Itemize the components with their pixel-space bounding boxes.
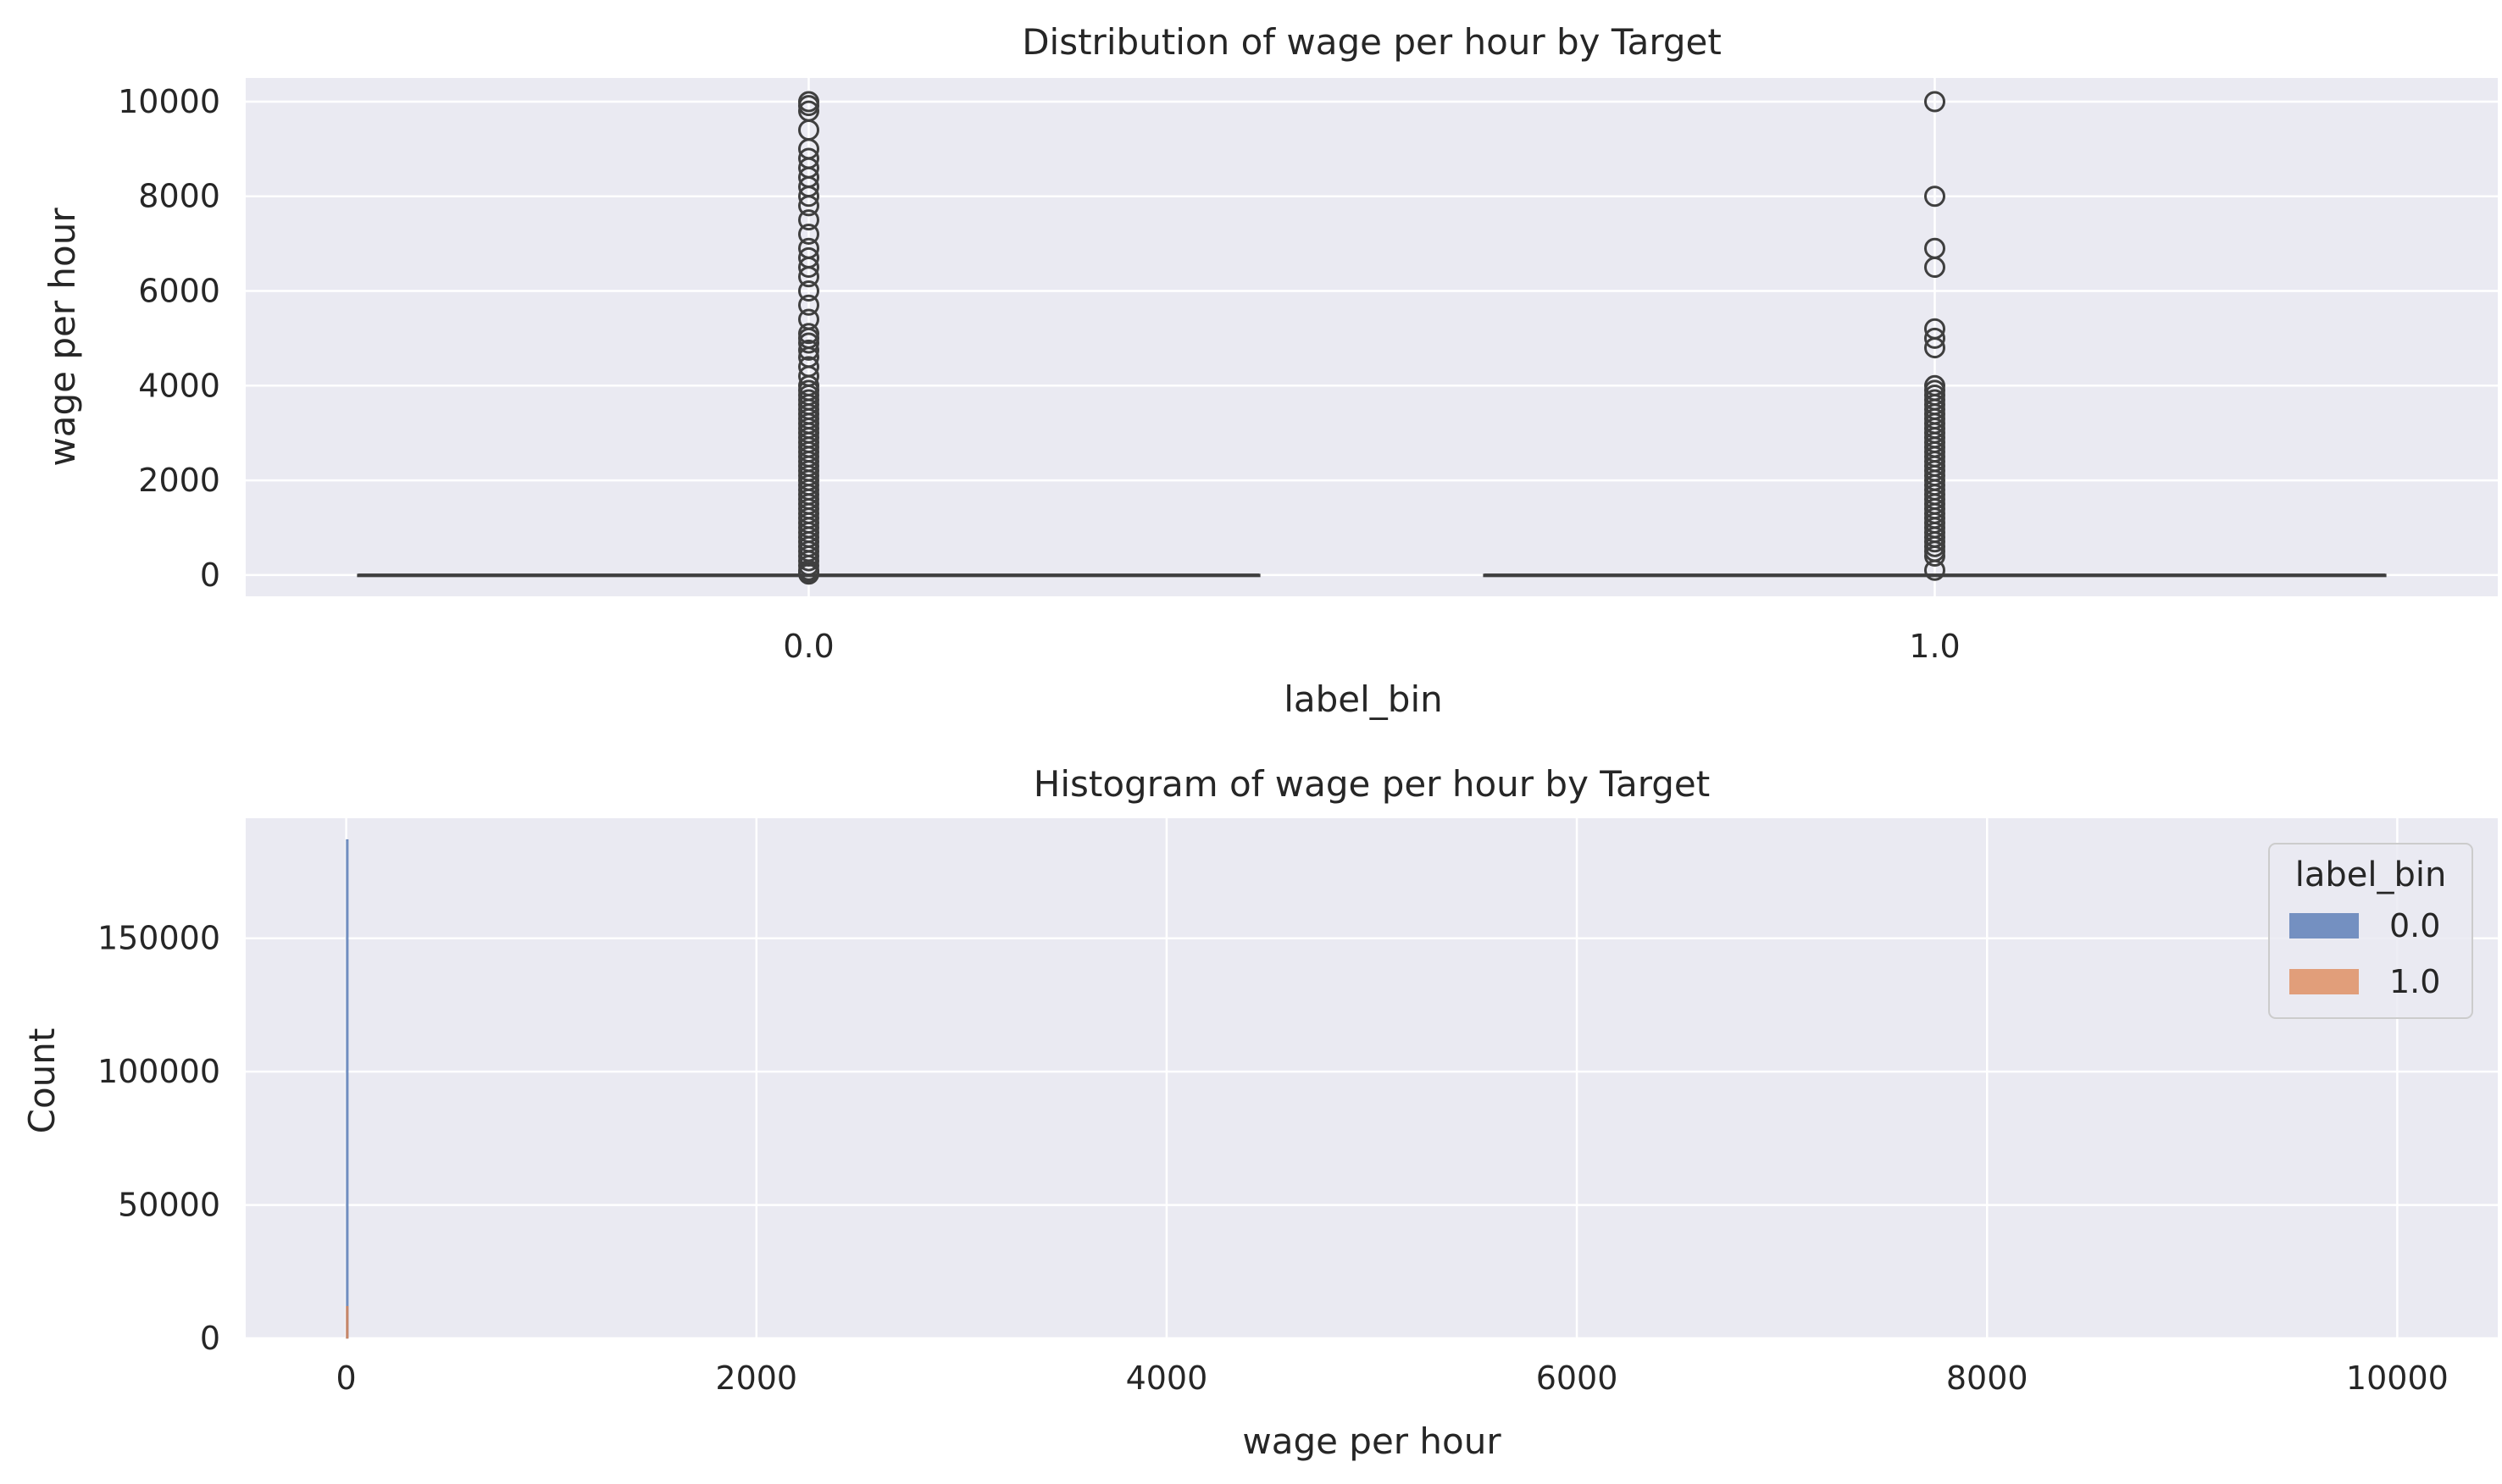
boxplot-x-axis-label: label_bin	[1284, 678, 1443, 720]
histogram-axes: 0 50000 100000 150000 0 2000 4000 6000 8000 1000…	[21, 763, 2498, 1462]
y-tick-label: 150000	[97, 920, 220, 957]
histogram-x-axis-label: wage per hour	[1242, 1420, 1501, 1462]
y-tick-label: 50000	[118, 1187, 220, 1224]
y-tick-label: 6000	[138, 273, 220, 310]
x-tick-label: 6000	[1536, 1359, 1618, 1397]
outlier-point	[798, 186, 819, 208]
y-tick-label: 0	[200, 556, 220, 594]
outlier-point	[1924, 257, 1945, 279]
y-tick-label: 8000	[138, 178, 220, 215]
histogram-x-ticks: 0 2000 4000 6000 8000 10000	[336, 1359, 2449, 1397]
boxplot-marks	[357, 91, 2387, 585]
outlier-point	[1924, 559, 1945, 581]
histogram-plot-area	[246, 818, 2498, 1338]
x-tick-label: 10000	[2346, 1359, 2449, 1397]
outlier-point	[798, 266, 819, 288]
outlier-point	[798, 339, 819, 361]
y-tick-label: 10000	[118, 83, 220, 120]
outlier-point	[798, 95, 819, 117]
outlier-point	[1924, 186, 1945, 208]
boxplot-y-axis-label: wage per hour	[42, 208, 83, 467]
legend-label-0: 0.0	[2389, 907, 2440, 944]
outlier-point	[798, 294, 819, 316]
outlier-point	[1924, 91, 1945, 113]
x-tick-label: 2000	[715, 1359, 797, 1397]
outlier-point	[798, 223, 819, 245]
histogram-title: Histogram of wage per hour by Target	[1034, 763, 1710, 805]
outlier-point	[1924, 337, 1945, 359]
outlier-point	[798, 332, 819, 354]
boxplot-plot-area	[246, 78, 2498, 596]
x-tick-label: 1.0	[1909, 628, 1960, 665]
legend-label-1: 1.0	[2389, 963, 2440, 1000]
histogram-y-axis-label: Count	[21, 1028, 63, 1134]
histogram-gridlines	[246, 818, 2498, 1340]
y-tick-label: 2000	[138, 462, 220, 499]
legend-title: label_bin	[2295, 856, 2447, 894]
legend-swatch-1	[2289, 969, 2359, 994]
outlier-point	[798, 280, 819, 302]
histogram-legend: label_bin 0.0 1.0	[2268, 843, 2473, 1019]
boxplot-axes: 0 2000 4000 6000 8000 10000 0.0 1.0 Distributi…	[42, 21, 2498, 720]
histogram-marks	[346, 839, 349, 1339]
boxplot-y-ticks: 0 2000 4000 6000 8000 10000	[118, 83, 220, 594]
outlier-point	[798, 257, 819, 279]
histogram-y-ticks: 0 50000 100000 150000	[97, 920, 220, 1357]
histogram-bar	[346, 839, 349, 1339]
x-tick-label: 8000	[1946, 1359, 2028, 1397]
boxplot-title: Distribution of wage per hour by Target	[1022, 21, 1722, 63]
x-tick-label: 0.0	[783, 628, 834, 665]
outlier-point	[798, 195, 819, 217]
legend-swatch-0	[2289, 913, 2359, 939]
boxplot-x-ticks: 0.0 1.0	[783, 628, 1960, 665]
x-tick-label: 4000	[1126, 1359, 1208, 1397]
y-tick-label: 4000	[138, 367, 220, 404]
y-tick-label: 0	[200, 1320, 220, 1357]
outlier-point	[1924, 545, 1945, 567]
histogram-bar	[346, 1305, 349, 1339]
y-tick-label: 100000	[97, 1053, 220, 1090]
x-tick-label: 0	[336, 1359, 357, 1397]
outlier-point	[1924, 327, 1945, 349]
outlier-point	[798, 563, 819, 585]
outlier-point	[798, 209, 819, 231]
